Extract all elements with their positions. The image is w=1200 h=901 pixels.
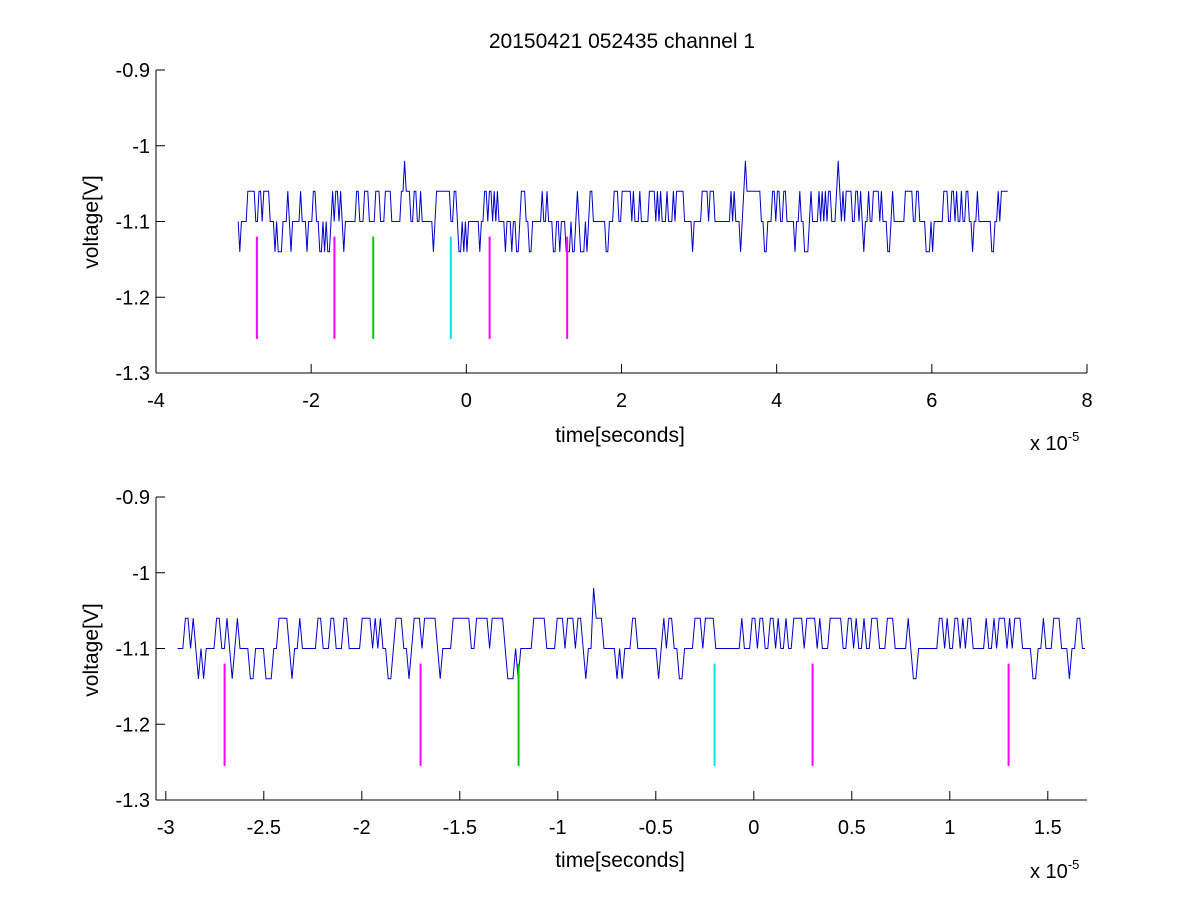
x-tick-label: -4: [147, 390, 165, 412]
x-tick-label: -1.5: [443, 817, 477, 839]
y-tick-label: -1: [132, 136, 150, 158]
plot-2-exponent: x 10-5: [1030, 857, 1079, 883]
plot-1-exponent: x 10-5: [1030, 429, 1079, 455]
plot-2: time[seconds] voltage[V] x 10-5 -1.3 -1.2…: [80, 487, 1087, 883]
plot-2-exponent-base: x 10: [1030, 861, 1068, 883]
y-tick-label: -0.9: [116, 60, 150, 82]
y-tick-label: -1.3: [116, 363, 150, 385]
x-tick-label: 4: [771, 390, 782, 412]
plot-1-xlabel: time[seconds]: [555, 424, 685, 447]
x-tick-label: 2: [616, 390, 627, 412]
x-tick-label: -3: [157, 817, 175, 839]
y-tick-label: -1.1: [116, 639, 150, 661]
signal-trace: [237, 160, 1008, 253]
x-tick-label: 0.5: [838, 817, 866, 839]
plot-1-exponent-base: x 10: [1030, 433, 1068, 455]
x-tick-label: -2.5: [247, 817, 281, 839]
x-tick-label: 0: [748, 817, 759, 839]
x-tick-label: -0.5: [639, 817, 673, 839]
x-tick-label: 0: [461, 390, 472, 412]
y-tick-label: -1: [132, 563, 150, 585]
x-tick-label: 6: [926, 390, 937, 412]
x-tick-label: 1.5: [1034, 817, 1062, 839]
y-tick-label: -1.2: [116, 714, 150, 736]
plot-2-exponent-power: -5: [1068, 857, 1080, 872]
y-tick-label: -1.2: [116, 287, 150, 309]
signal-trace: [177, 587, 1085, 680]
x-tick-label: -2: [353, 817, 371, 839]
plot-1-exponent-power: -5: [1068, 429, 1080, 444]
x-tick-label: -1: [549, 817, 567, 839]
y-tick-label: -1.3: [116, 790, 150, 812]
x-tick-label: 1: [944, 817, 955, 839]
x-tick-label: 8: [1081, 390, 1092, 412]
plot-1-ylabel: voltage[V]: [80, 175, 103, 268]
x-tick-label: -2: [302, 390, 320, 412]
plot-2-ylabel: voltage[V]: [80, 603, 103, 696]
plot-2-xlabel: time[seconds]: [555, 849, 685, 872]
plot-1: time[seconds] voltage[V] x 10-5 -1.3 -1.2…: [80, 60, 1093, 455]
figure-title: 20150421 052435 channel 1: [489, 30, 755, 53]
y-tick-label: -0.9: [116, 487, 150, 509]
y-tick-label: -1.1: [116, 212, 150, 234]
